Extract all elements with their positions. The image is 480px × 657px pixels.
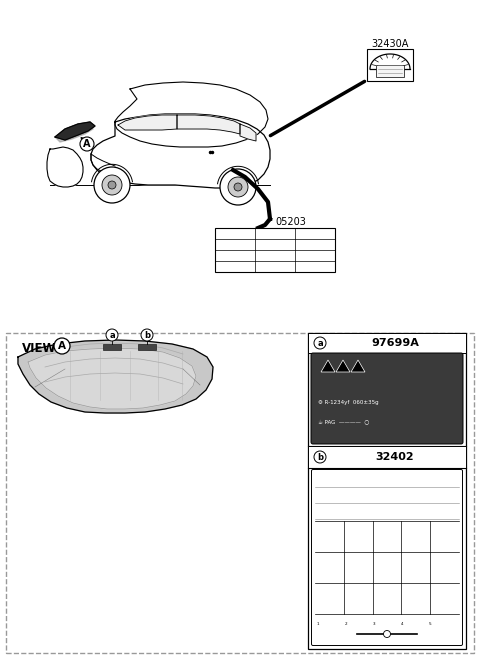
Circle shape xyxy=(220,169,256,205)
Bar xyxy=(308,446,466,468)
Text: 2: 2 xyxy=(345,622,348,626)
Bar xyxy=(367,49,413,81)
Polygon shape xyxy=(118,115,177,130)
Text: b: b xyxy=(317,453,323,461)
Circle shape xyxy=(228,177,248,197)
Bar xyxy=(103,344,121,350)
Polygon shape xyxy=(28,348,196,409)
Polygon shape xyxy=(177,115,240,134)
Bar xyxy=(6,333,474,653)
Polygon shape xyxy=(91,114,270,188)
Text: A: A xyxy=(83,139,91,149)
Text: 3: 3 xyxy=(373,622,376,626)
Bar xyxy=(308,333,466,353)
Polygon shape xyxy=(240,124,256,141)
Text: 5: 5 xyxy=(429,622,432,626)
Text: 1: 1 xyxy=(317,622,320,626)
Text: b: b xyxy=(144,330,150,340)
Bar xyxy=(376,65,404,77)
Circle shape xyxy=(234,183,242,191)
Bar xyxy=(138,344,156,350)
Circle shape xyxy=(108,181,116,189)
Text: a: a xyxy=(109,330,115,340)
Polygon shape xyxy=(351,360,365,372)
Circle shape xyxy=(314,337,326,349)
Polygon shape xyxy=(18,340,213,413)
Polygon shape xyxy=(55,122,95,140)
Text: a: a xyxy=(317,338,323,348)
Text: A: A xyxy=(58,341,66,351)
Circle shape xyxy=(141,329,153,341)
Bar xyxy=(215,228,335,272)
Text: ☕ PAG  ————  ○: ☕ PAG ———— ○ xyxy=(318,420,369,426)
Circle shape xyxy=(102,175,122,195)
Text: VIEW: VIEW xyxy=(22,342,57,355)
Polygon shape xyxy=(47,147,83,187)
Bar xyxy=(308,333,466,649)
Circle shape xyxy=(384,631,391,637)
Text: 32430A: 32430A xyxy=(372,39,408,49)
Circle shape xyxy=(94,167,130,203)
Polygon shape xyxy=(321,360,335,372)
Polygon shape xyxy=(336,360,350,372)
Circle shape xyxy=(54,338,70,354)
Polygon shape xyxy=(55,122,93,142)
Polygon shape xyxy=(115,82,268,147)
Circle shape xyxy=(106,329,118,341)
Circle shape xyxy=(80,137,94,151)
Text: 97699A: 97699A xyxy=(371,338,419,348)
Text: 05203: 05203 xyxy=(275,217,306,227)
Circle shape xyxy=(314,451,326,463)
Text: 32402: 32402 xyxy=(375,452,414,462)
FancyBboxPatch shape xyxy=(312,470,463,645)
Text: ⚙ R-1234yf  060±35g: ⚙ R-1234yf 060±35g xyxy=(318,400,379,405)
FancyBboxPatch shape xyxy=(311,353,463,444)
Text: 4: 4 xyxy=(401,622,404,626)
